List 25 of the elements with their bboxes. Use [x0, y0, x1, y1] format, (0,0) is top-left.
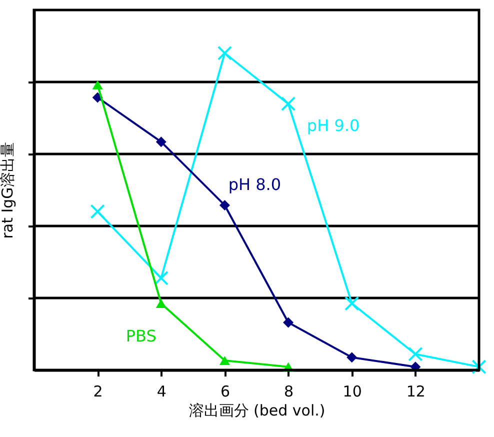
- x-tick-label: 12: [406, 382, 426, 400]
- x-tick-label: 8: [284, 382, 294, 400]
- point: [344, 296, 360, 311]
- x-tick-label: 6: [220, 382, 230, 400]
- point: [156, 298, 166, 308]
- point: [156, 136, 166, 148]
- point: [472, 360, 486, 374]
- point: [90, 204, 105, 219]
- point: [217, 46, 232, 60]
- point: [280, 96, 296, 112]
- point: [219, 200, 230, 210]
- x-tick-label: 2: [93, 382, 103, 400]
- x-axis-title: 溶出画分 (bed vol.): [188, 402, 326, 420]
- point: [219, 356, 230, 366]
- series-label: pH 9.0: [306, 116, 360, 135]
- point: [92, 80, 103, 90]
- point: [283, 317, 294, 328]
- point: [154, 270, 168, 286]
- point: [346, 352, 358, 363]
- x-tick-label: 10: [342, 382, 362, 400]
- point: [408, 346, 423, 362]
- series-label: pH 8.0: [228, 175, 282, 194]
- y-axis-title: rat IgG溶出量: [0, 142, 16, 239]
- series-label: PBS: [126, 326, 156, 346]
- x-tick-label: 4: [156, 382, 166, 400]
